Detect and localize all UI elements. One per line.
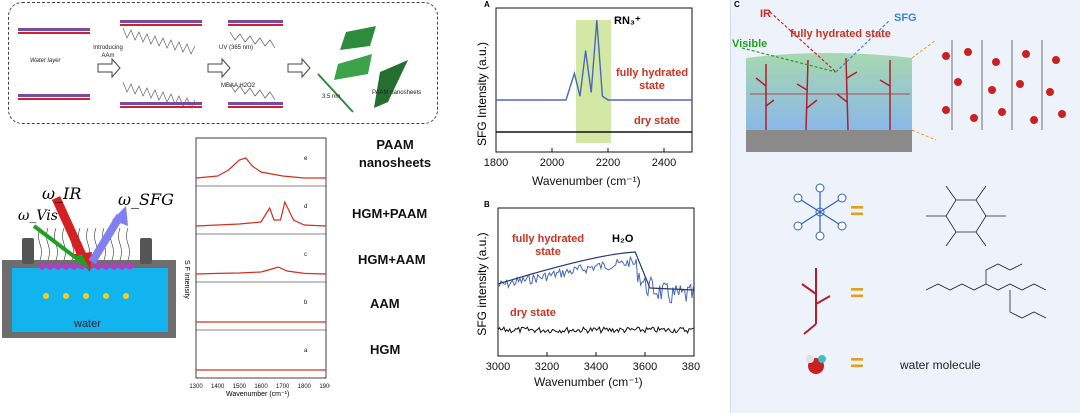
equals-3: = xyxy=(850,350,865,377)
panel-b-hydrated-label: fully hydrated state xyxy=(511,233,585,258)
panel-a-hydrated-label: fully hydrated state xyxy=(615,67,689,92)
equals-1: = xyxy=(850,198,865,225)
panel-b-xlabel: Wavenumber (cm⁻¹) xyxy=(534,375,643,389)
ir-beam xyxy=(51,196,91,266)
label-hgm-paam: HGM+PAAM xyxy=(352,206,428,221)
step-introducing: Introducing AAm xyxy=(93,45,123,59)
label-hgm: HGM xyxy=(370,342,401,357)
left-xtick: 1600 xyxy=(254,384,268,390)
equals-2: = xyxy=(850,280,865,307)
panel-a-dry-label: dry state xyxy=(634,115,680,127)
trace-2 xyxy=(195,266,327,275)
left-xtick: 1300 xyxy=(189,384,203,390)
left-xtick: 1700 xyxy=(276,384,290,390)
synthesis-schematic xyxy=(8,2,438,124)
left-xtick: 1900 xyxy=(319,384,330,390)
panel-a-tag: A xyxy=(484,0,490,9)
panel-a-xtick: 2200 xyxy=(596,157,620,169)
panel-c-tag: C xyxy=(734,0,740,9)
panel-b-lines xyxy=(497,251,695,335)
hydrogel-block xyxy=(746,53,912,130)
panel-a-ticks: 1800 2000 2200 2400 xyxy=(484,148,676,169)
left-ylabel: S F Intensity xyxy=(183,260,190,299)
substrate xyxy=(746,130,912,152)
trace-letter-4: a xyxy=(304,348,308,354)
panel-a-lines xyxy=(496,20,692,133)
water-layer-label: Water layer xyxy=(30,58,61,64)
panel-b-xtick: 3400 xyxy=(584,361,608,373)
visible-label: Visible xyxy=(732,38,768,50)
left-xtick: 1500 xyxy=(233,384,247,390)
zoom-molecules xyxy=(942,40,1066,130)
water-molecule-icon xyxy=(806,355,826,374)
left-xlabel: Wavenumber (cm⁻¹) xyxy=(226,391,290,398)
panel-b-xtick: 3800 xyxy=(682,361,700,373)
sfg-spectra-chart: S F Intensity e d c b a 1300 1400 1500 1600 1700… xyxy=(183,137,330,390)
synthesis-drawing xyxy=(18,20,408,113)
hydrated-fit xyxy=(497,251,695,291)
panel-b-water-label: H₂O xyxy=(612,233,634,245)
thickness-label: 3.5 nm xyxy=(322,94,341,100)
step-uv: UV (365 nm) xyxy=(218,45,253,51)
hydrated-state-label: fully hydrated state xyxy=(790,28,891,40)
sfg-setup-illustration xyxy=(2,196,176,338)
phytate-structure xyxy=(926,185,1006,247)
panel-a-xtick: 2400 xyxy=(652,157,676,169)
label-aam: AAM xyxy=(370,296,400,311)
left-traces: e d c b a xyxy=(195,156,327,371)
omega-sfg-label: ω_SFG xyxy=(118,190,174,209)
label-paam-nanosheets: PAAM nanosheets xyxy=(358,137,432,170)
panel-b-chart: SFG intensity (a.u.) 3000 3200 3400 3600 380… xyxy=(475,207,700,373)
left-xtick: 1800 xyxy=(298,384,312,390)
membrane-left xyxy=(18,28,90,100)
dry-line xyxy=(497,325,694,335)
membrane-mid xyxy=(120,20,283,109)
omega-ir-label: ω_IR xyxy=(42,184,82,203)
nanosheets-illustration xyxy=(317,26,408,113)
hydrated-line xyxy=(497,255,694,304)
hydrated-line xyxy=(496,20,692,101)
left-xtick: 1400 xyxy=(211,384,225,390)
pei-icon xyxy=(801,268,831,335)
trace-letter-3: b xyxy=(304,300,308,306)
panel-b-ticks: 3000 3200 3400 3600 3800 xyxy=(486,352,700,373)
step-mbaa: MBAA H2O2 xyxy=(220,83,255,89)
panel-a-xlabel: Wavenumber (cm⁻¹) xyxy=(532,174,641,188)
trace-1 xyxy=(195,200,327,227)
panel-b-dry-label: dry state xyxy=(510,307,556,319)
omega-vis-label: ω_Vis xyxy=(18,208,58,224)
water-label: water xyxy=(74,318,101,330)
panel-a-chart: SFG Intensity (a.u.) 1800 2000 2200 2400 xyxy=(475,7,693,169)
left-xticks: 1300 1400 1500 1600 1700 1800 1900 xyxy=(189,384,330,390)
panel-a-xtick: 1800 xyxy=(484,157,508,169)
trace-letter-1: d xyxy=(304,204,307,210)
water-molecule-label: water molecule xyxy=(900,358,981,372)
panel-a-peak-label: RN₃⁺ xyxy=(614,15,641,27)
panel-b-xtick: 3600 xyxy=(633,361,657,373)
trace-letter-0: e xyxy=(304,156,308,162)
sfg-label: SFG xyxy=(894,12,917,24)
trace-0 xyxy=(195,157,326,179)
product-label: PAAM nanosheets xyxy=(372,90,422,96)
phytate-icon xyxy=(793,183,847,241)
panel-b-ylabel: SFG intensity (a.u.) xyxy=(475,232,489,335)
panel-b-tag: B xyxy=(484,200,490,209)
sfg-beam xyxy=(88,213,124,265)
panel-a-xtick: 2000 xyxy=(540,157,564,169)
panel-a-ylabel: SFG Intensity (a.u.) xyxy=(475,42,489,146)
panel-b-xtick: 3200 xyxy=(535,361,559,373)
label-hgm-aam: HGM+AAM xyxy=(358,252,426,267)
pei-structure xyxy=(925,263,1047,319)
ir-label: IR xyxy=(760,8,771,20)
trace-letter-2: c xyxy=(304,252,307,258)
panel-c-illustration xyxy=(741,11,1066,374)
panel-b-xtick: 3000 xyxy=(486,361,510,373)
